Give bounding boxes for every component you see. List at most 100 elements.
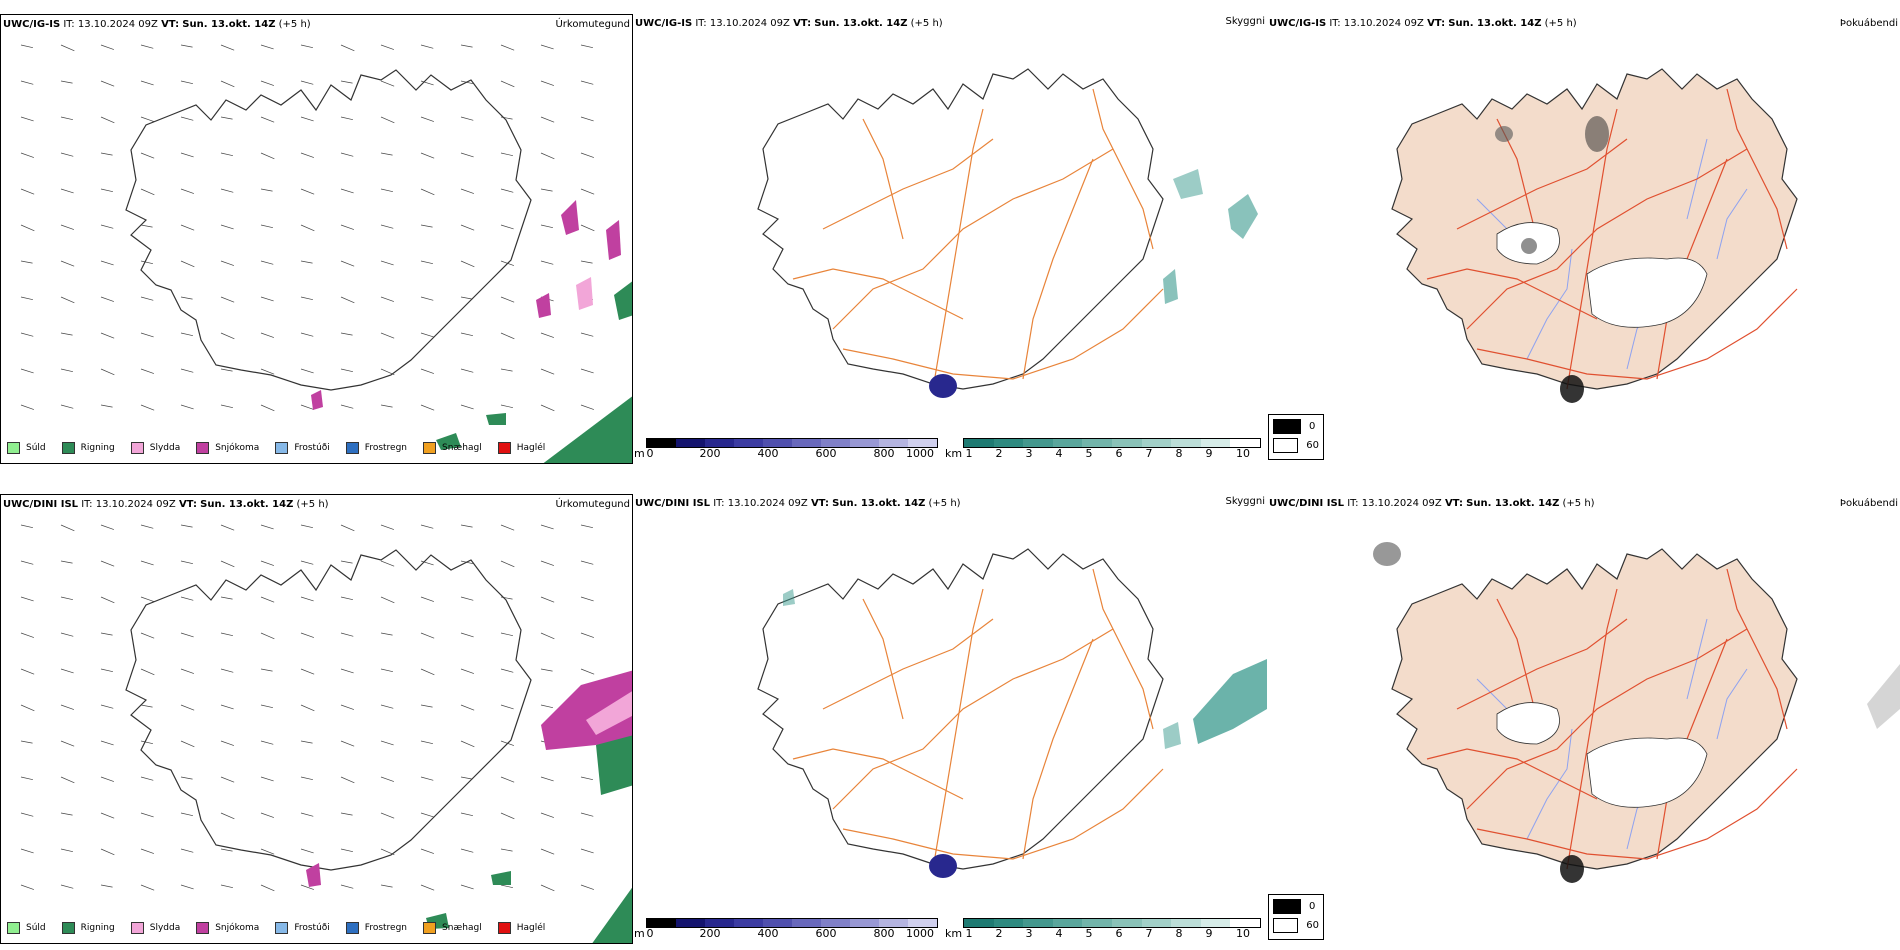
wind-barb — [540, 224, 554, 229]
wind-barb — [380, 884, 393, 888]
wind-barb — [60, 704, 75, 710]
road-line — [1022, 638, 1094, 860]
wind-barb — [60, 368, 74, 373]
wind-barb — [300, 776, 314, 781]
wind-barb — [500, 848, 513, 852]
wind-barb — [20, 884, 35, 890]
wind-barb — [20, 812, 34, 817]
road-line — [792, 268, 964, 320]
wind-barb — [300, 296, 314, 301]
wind-barb — [60, 848, 74, 853]
wind-barb — [100, 560, 115, 567]
road-line — [1476, 288, 1798, 380]
road-line — [932, 588, 984, 870]
iceland-outline — [757, 548, 1164, 870]
wind-barb — [420, 704, 433, 708]
panel-header: UWC/IG-IS IT: 13.10.2024 09Z VT: Sun. 13… — [635, 18, 943, 29]
wind-barb — [420, 740, 434, 745]
wind-barb — [20, 224, 35, 232]
wind-barb — [300, 668, 315, 675]
wind-barb — [100, 44, 115, 50]
legend-item: Frostúði — [275, 922, 330, 934]
wind-barb — [500, 884, 514, 889]
visibility-tick: 3 — [1025, 927, 1033, 940]
precip-legend: Súld Rigning Slydda Snjókoma Frostúði Fr… — [7, 919, 545, 937]
wind-barb — [60, 560, 73, 564]
wind-barb — [420, 368, 435, 374]
panel-header: UWC/DINI ISL IT: 13.10.2024 09Z VT: Sun.… — [1269, 498, 1595, 509]
glacier-area — [1586, 737, 1708, 808]
visibility-tick: 10 — [1236, 927, 1250, 940]
wind-barb — [180, 632, 194, 638]
panel-header: UWC/DINI ISL IT: 13.10.2024 09Z VT: Sun.… — [3, 499, 329, 510]
visibility-panel-row1: UWC/IG-IS IT: 13.10.2024 09Z VT: Sun. 13… — [633, 14, 1267, 464]
wind-barb — [460, 704, 475, 711]
wind-barb — [300, 224, 315, 232]
wind-barb — [420, 596, 435, 602]
legend-swatch — [130, 922, 144, 934]
wind-barb — [460, 224, 475, 231]
wind-barb — [140, 260, 154, 265]
wind-barb — [20, 152, 35, 158]
wind-barb — [140, 668, 155, 676]
high-elevation-area — [929, 374, 957, 398]
legend-swatch — [275, 442, 289, 454]
wind-barb — [340, 560, 353, 564]
wind-barb — [500, 776, 515, 783]
road-line — [862, 118, 904, 240]
snow-area — [306, 863, 321, 887]
wind-barb — [180, 224, 195, 231]
fog-legend: 0 60 — [1268, 894, 1324, 940]
road-line — [1426, 748, 1598, 800]
panel-title: Skyggni — [1225, 16, 1265, 27]
wind-barb — [220, 332, 235, 340]
fog-index-panel-row2: UWC/DINI ISL IT: 13.10.2024 09Z VT: Sun.… — [1267, 494, 1900, 944]
snow-area — [311, 390, 323, 410]
wind-barb — [340, 524, 355, 532]
wind-barb — [340, 632, 354, 637]
wind-barb — [60, 632, 74, 637]
wind-barb — [380, 704, 394, 709]
wind-barb — [60, 152, 74, 157]
wind-barb — [100, 632, 113, 636]
wind-barb — [500, 704, 514, 710]
wind-barb — [20, 668, 35, 675]
legend-swatch — [61, 442, 75, 454]
wind-barb — [260, 44, 274, 50]
wind-barb — [500, 668, 514, 673]
wind-barb — [260, 596, 275, 603]
elevation-tick: 400 — [757, 927, 779, 940]
wind-barb — [140, 44, 154, 49]
legend-item: Frostregn — [345, 442, 407, 454]
wind-barb — [300, 632, 315, 638]
visibility-unit: km — [945, 927, 963, 940]
wind-barb — [500, 188, 514, 193]
panel-header: UWC/IG-IS IT: 13.10.2024 09Z VT: Sun. 13… — [1269, 18, 1577, 29]
wind-barb — [20, 80, 34, 85]
wind-barb — [100, 884, 113, 888]
wind-barb — [380, 332, 395, 339]
fog-swatch — [1273, 438, 1299, 453]
elevation-tick: 800 — [873, 927, 895, 940]
elevation-tick: 200 — [699, 447, 721, 460]
wind-barb — [220, 812, 235, 820]
wind-barbs — [20, 44, 595, 412]
legend-item: Snjókoma — [196, 922, 259, 934]
wind-barb — [260, 812, 275, 818]
road-line — [792, 748, 964, 800]
wind-barb — [340, 668, 354, 674]
road-line — [1456, 618, 1628, 710]
wind-barb — [420, 560, 434, 566]
fog-spot — [1867, 664, 1900, 729]
wind-barb — [180, 368, 194, 373]
wind-barb — [380, 524, 395, 530]
road-line — [822, 618, 994, 710]
visibility-tick: 6 — [1115, 447, 1123, 460]
wind-barb — [180, 260, 195, 268]
visibility-tick: 9 — [1205, 447, 1213, 460]
wind-barb — [300, 332, 314, 337]
wind-barb — [140, 80, 154, 86]
wind-barb — [340, 224, 355, 230]
wind-barb — [540, 368, 555, 375]
wind-barb — [540, 704, 554, 709]
